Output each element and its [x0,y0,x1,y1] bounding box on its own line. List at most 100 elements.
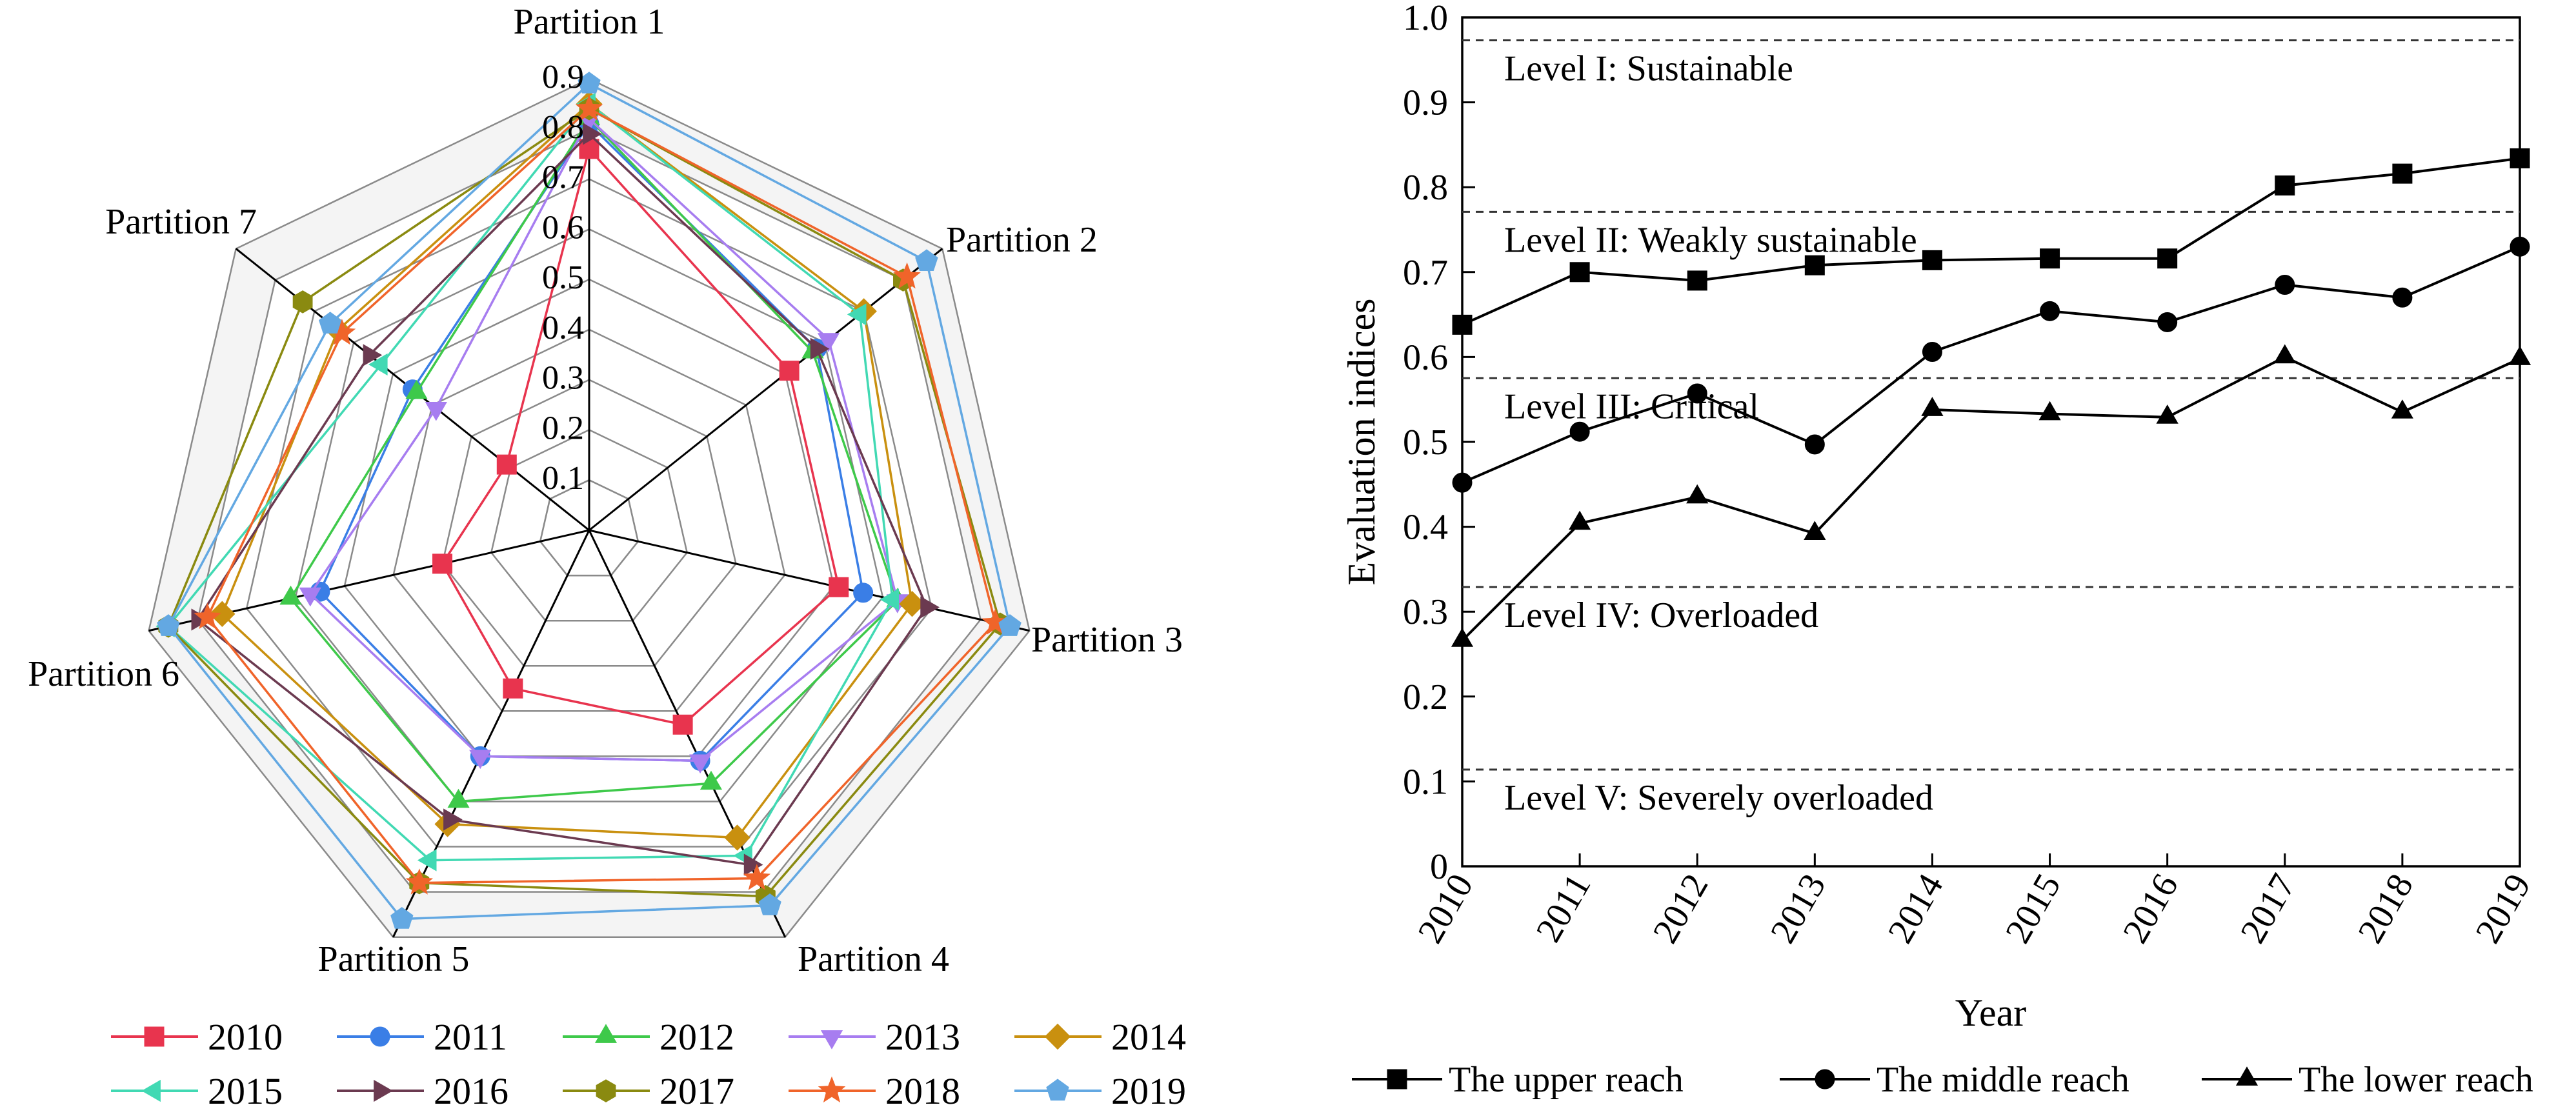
series-point [1686,484,1709,504]
radar-point [575,94,603,121]
radar-point [724,824,750,851]
x-tick-label: 2012 [1645,868,1716,950]
radar-grid-ring [148,77,1031,938]
radar-series-line [166,107,1001,898]
radar-grid-ring [441,379,737,667]
series-point [1452,472,1473,493]
series-point [2156,404,2179,424]
radar-series-line [289,117,899,803]
radar-point [279,585,302,605]
plot-border [1461,16,2521,868]
x-tick-label: 2018 [2350,868,2421,950]
legend-label: 2012 [659,1016,734,1058]
legend-marker [1046,1079,1069,1101]
radar-point [829,577,849,597]
x-tick-label: 2019 [2468,868,2539,950]
legend-marker [594,1024,618,1043]
radar-point [194,602,221,630]
series-point [2275,175,2295,196]
series-point [2157,312,2178,332]
y-tick-label: 0.3 [1403,592,1448,632]
y-tick-label: 0.8 [1403,168,1448,208]
legend-marker [374,1079,393,1102]
x-tick-label: 2011 [1529,868,1599,949]
radar-point [405,379,428,399]
radar-point [699,770,723,790]
radar-series-line [166,102,894,862]
radar-axis-labels: 0.1 0.2 0.3 0.4 0.5 0.6 0.7 0.8 0.9 Partition 1 Pa… [28,2,1183,979]
radar-spoke [392,530,590,938]
radar-grid-ring [245,178,933,848]
legend-label: The middle reach [1877,1060,2129,1100]
radar-point [469,750,492,770]
radar-legend: 2010 2011 2012 2013 2014 2015 2016 2017 2018 2019 [111,1016,1186,1105]
threshold-label: Level II: Weakly sustainable [1504,220,1917,260]
radar-point [583,123,602,145]
radar-series-line [441,146,840,726]
series-point [2392,287,2413,308]
y-tick-label: 1.0 [1403,0,1448,38]
radar-tick-label: 0.7 [542,159,584,196]
radar-grid-ring [343,278,835,757]
radar-point [579,139,599,159]
series-point [2157,248,2178,269]
radar-grid-ring [294,228,884,802]
series-point [2392,163,2413,184]
y-tick-label: 0.1 [1403,762,1448,802]
series-point [1922,250,1942,270]
radar-point [672,714,693,735]
radar-tick-label: 0.3 [542,360,584,397]
legend-marker [1044,1023,1071,1050]
radar-series-line [196,132,929,866]
radar-point [578,72,601,94]
line-chart: Level I: Sustainable Level II: Weakly sus… [1340,0,2539,1100]
series-point [2275,275,2295,295]
x-tick-label: 2015 [1998,868,2069,950]
radar-point [915,249,938,271]
x-tick-label: 2010 [1411,868,1482,950]
y-tick-label: 0.2 [1403,677,1448,717]
legend-label: 2019 [1111,1070,1186,1105]
radar-point [425,402,447,421]
radar-point [318,312,342,333]
legend-label: 2014 [1111,1016,1186,1058]
radar-chart: 0.1 0.2 0.3 0.4 0.5 0.6 0.7 0.8 0.9 Partition 1 Pa… [28,2,1186,1105]
legend-marker [2235,1066,2259,1086]
series-point [2040,248,2060,269]
radar-point [299,587,321,607]
legend-marker [818,1076,846,1103]
radar-point [443,808,463,831]
series-point [1451,628,1474,647]
radar-series [156,72,1021,929]
radar-axis-label: Partition 3 [1031,620,1183,660]
radar-point [920,596,940,619]
radar-series-line [308,117,899,762]
series-point [1569,510,1591,530]
radar-series-line [206,107,997,884]
x-tick-label: 2014 [1880,868,1951,950]
radar-point [447,788,470,808]
y-tick-label: 0.5 [1403,423,1448,463]
series-point [2038,401,2061,421]
x-tick-label: 2017 [2233,868,2304,950]
threshold-label: Level I: Sustainable [1504,49,1793,89]
series-line [1461,355,2521,642]
line-axes-text: 0 0.1 0.2 0.3 0.4 0.5 0.6 0.7 0.8 0.9 1.0 2010 2011 2… [1340,0,2539,1034]
series-point [2510,236,2530,257]
radar-axis-label: Partition 4 [798,939,949,979]
legend-label: 2015 [208,1070,283,1105]
x-tick-label: 2013 [1763,868,1834,950]
legend-label: 2010 [208,1016,283,1058]
legend-marker [370,1026,390,1047]
radar-point [368,353,388,376]
radar-tick-label: 0.4 [542,310,584,346]
radar-tick-label: 0.8 [542,109,584,146]
threshold-lines: Level I: Sustainable Level II: Weakly sus… [1462,39,2520,818]
series-point [2391,399,2413,419]
radar-grid-ring [490,429,689,622]
radar-point [503,678,523,699]
radar-point [292,290,313,314]
y-tick-label: 0.6 [1403,337,1448,377]
y-tick-label: 0 [1430,847,1448,887]
